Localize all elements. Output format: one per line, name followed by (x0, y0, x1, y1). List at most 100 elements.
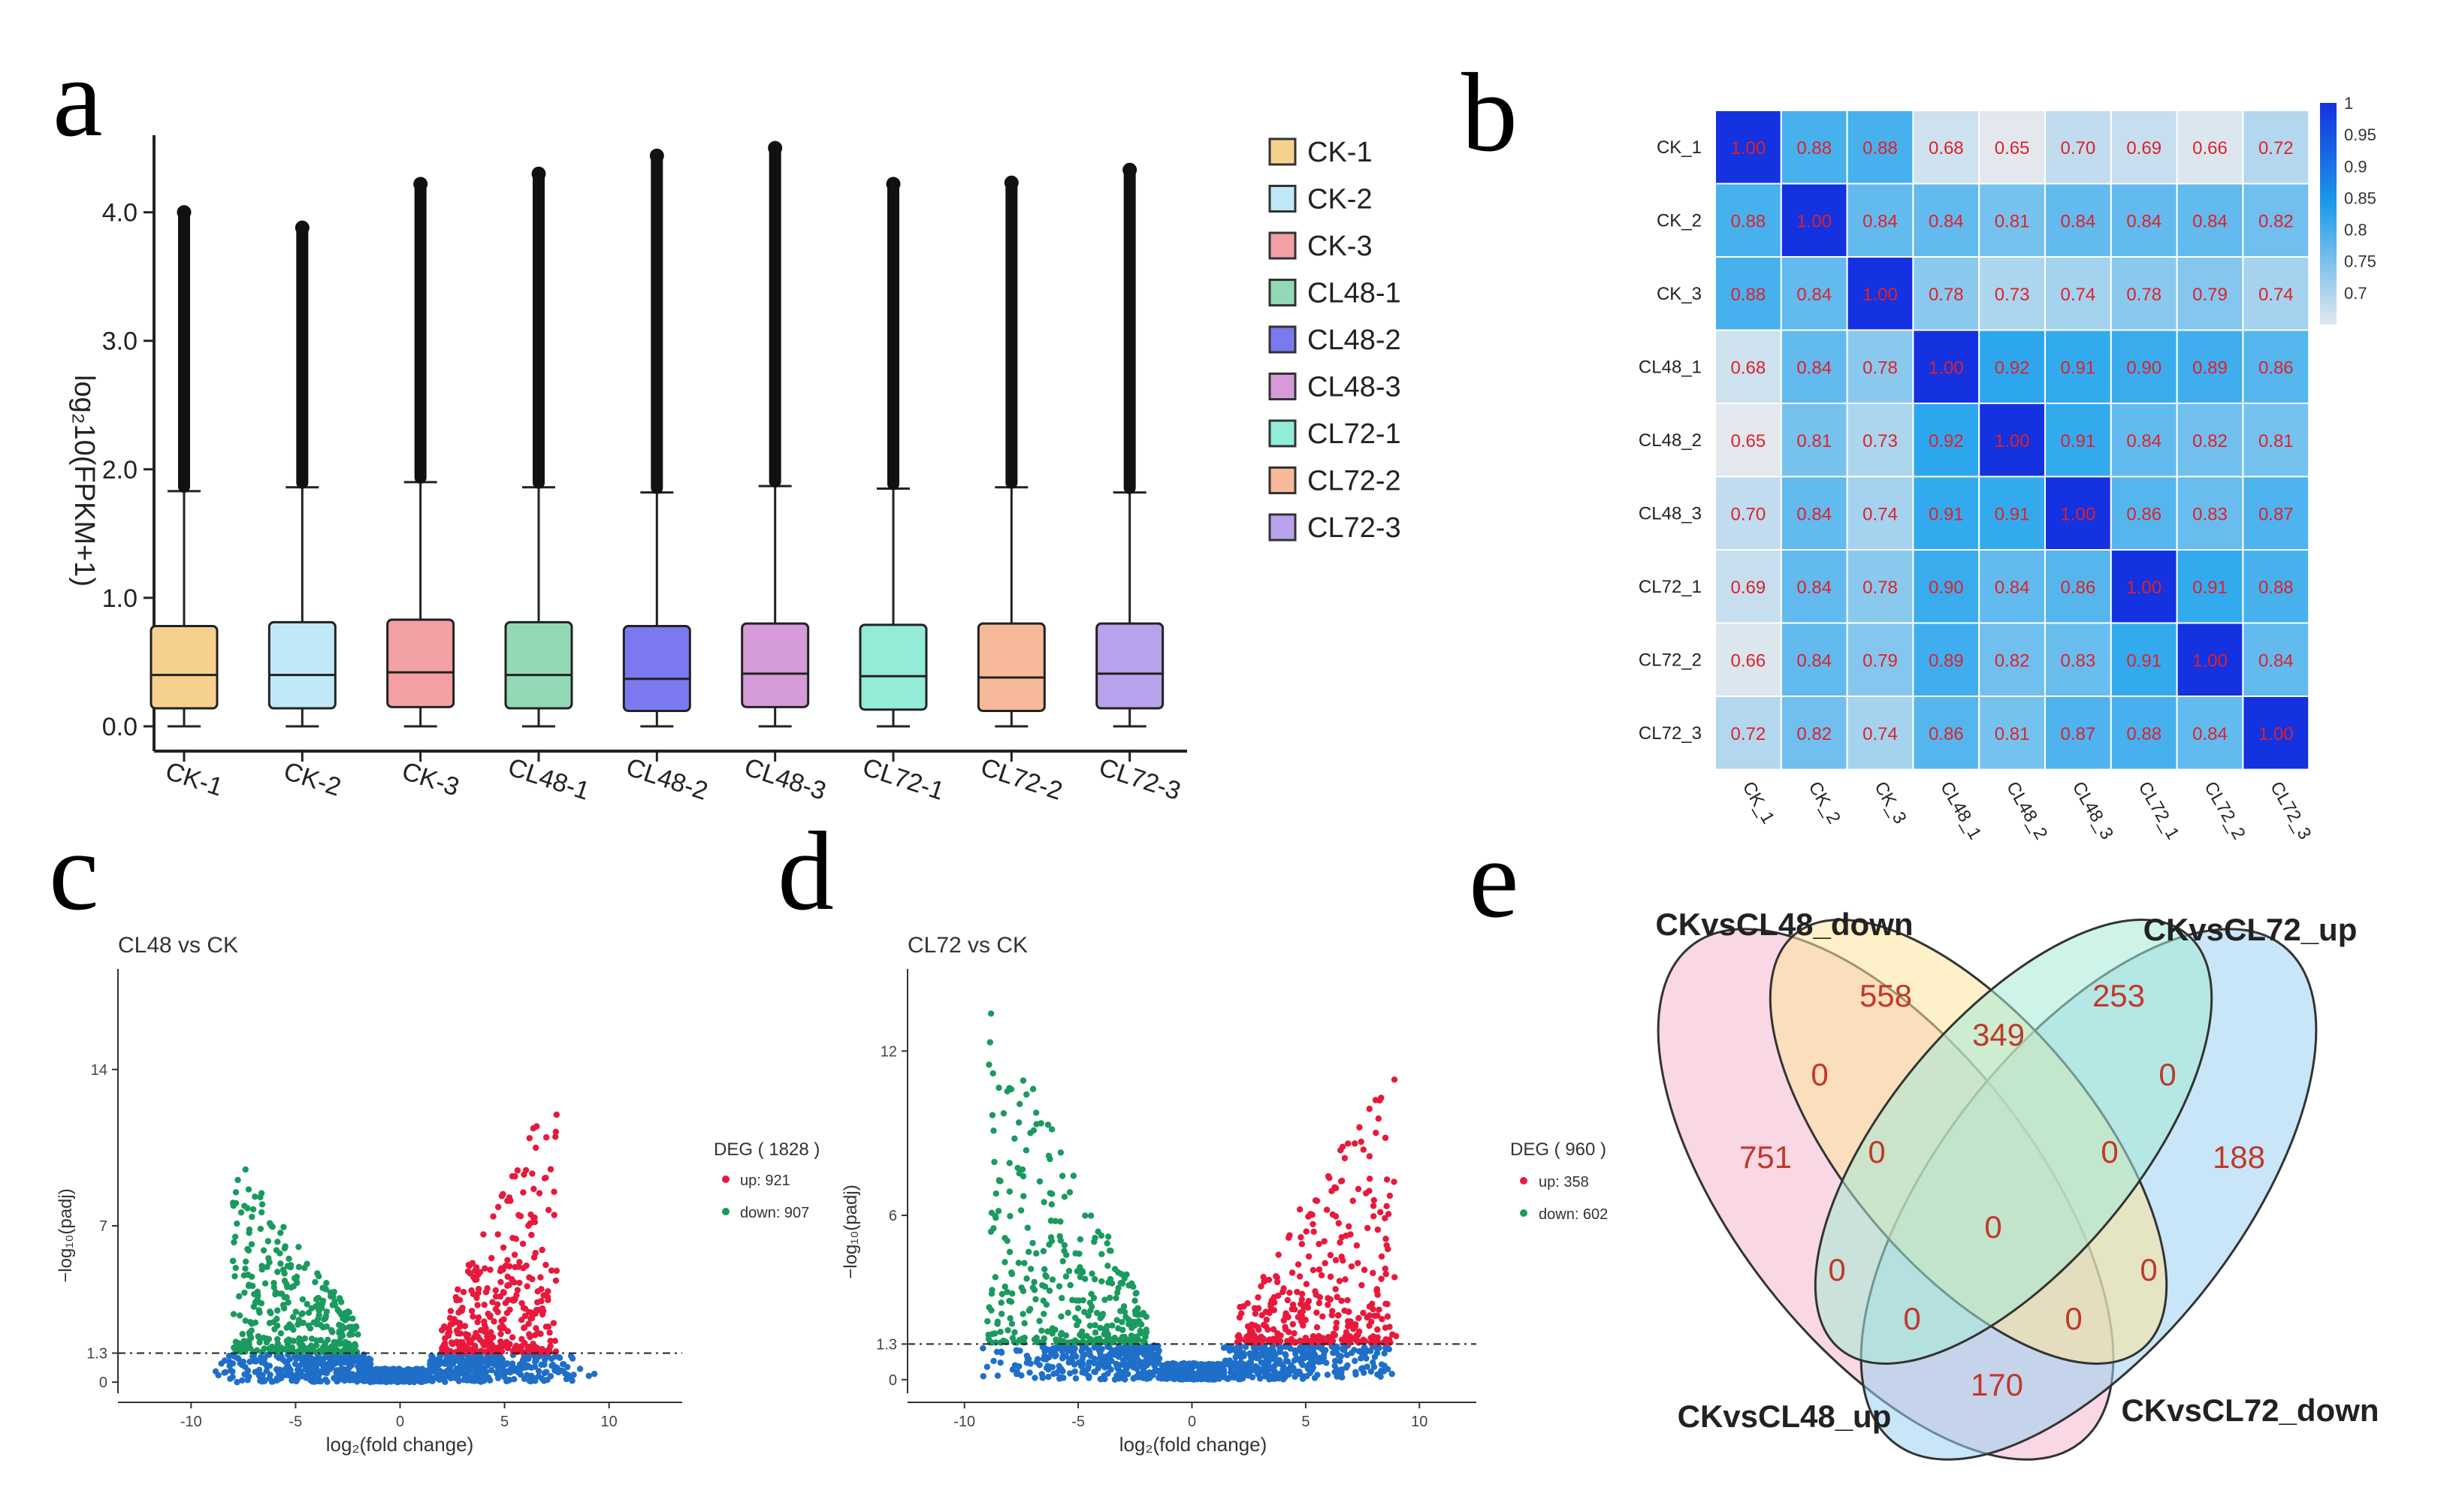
volcano-ns-point (429, 1354, 436, 1360)
volcano-ns-point (1358, 1366, 1365, 1372)
volcano-up-point (1339, 1143, 1346, 1150)
volcano-down-point (295, 1263, 303, 1271)
volcano-down-point (242, 1166, 249, 1173)
volcano-up-point (539, 1246, 545, 1254)
volcano-down-point (277, 1230, 284, 1236)
volcano-down-point (1061, 1194, 1068, 1200)
volcano-down-point (244, 1205, 251, 1212)
volcano-ns-point (1314, 1372, 1321, 1378)
volcano-ns-point (1137, 1374, 1144, 1381)
volcano-up-point (492, 1287, 499, 1294)
volcano-up-point (1328, 1311, 1336, 1319)
volcano-down-point (230, 1311, 237, 1317)
volcano-up-point (1304, 1304, 1312, 1311)
volcano-ns-point (1059, 1368, 1066, 1375)
volcano-up-point (455, 1348, 462, 1355)
volcano-up-point (440, 1347, 447, 1354)
volcano-ns-point (1292, 1368, 1299, 1375)
volcano-down-point (1092, 1329, 1099, 1336)
volcano-down-point (1075, 1318, 1082, 1325)
volcano-ns-point (1086, 1373, 1092, 1380)
volcano-up-point (1321, 1238, 1328, 1245)
volcano-down-point (1047, 1190, 1053, 1197)
volcano-down-point (1006, 1297, 1013, 1305)
volcano-up-point (480, 1341, 488, 1349)
volcano-down-point (1131, 1297, 1138, 1304)
volcano-ns-point (1165, 1364, 1172, 1372)
volcano-down-point (1106, 1294, 1113, 1302)
volcano-down-point (1098, 1339, 1104, 1346)
colorbar-tick-label: 0.7 (2344, 284, 2367, 303)
volcano-ns-point (1236, 1365, 1243, 1372)
volcano-ns-point (1097, 1357, 1104, 1365)
volcano-up-point (1332, 1286, 1339, 1293)
volcano-up-point (1355, 1185, 1362, 1193)
volcano-up-point (536, 1190, 543, 1197)
volcano-ns-point (234, 1378, 240, 1386)
y-axis-label: log₂10(FPKM+1) (68, 375, 100, 587)
volcano-ns-point (1187, 1372, 1194, 1378)
volcano-down-point (314, 1295, 321, 1302)
box-ck-3 (386, 177, 455, 728)
volcano-ns-point (238, 1360, 245, 1367)
volcano-up-point (1260, 1321, 1267, 1329)
legend-swatch (1268, 373, 1297, 400)
volcano-up-point (1282, 1313, 1289, 1320)
volcano-ns-point (1114, 1363, 1121, 1371)
volcano-ns-point (1277, 1360, 1285, 1368)
volcano-ns-point (1282, 1351, 1288, 1358)
volcano-down-point (1026, 1307, 1033, 1314)
volcano-down-point (1046, 1241, 1053, 1248)
volcano-down-point (1067, 1281, 1074, 1289)
heatmap-cell-value: 0.86 (2061, 578, 2096, 598)
volcano-up-point (1316, 1293, 1323, 1301)
volcano-up-point (1358, 1138, 1364, 1145)
heatmap-cell-value: 0.84 (1796, 578, 1832, 598)
volcano-up-point (472, 1345, 479, 1351)
volcano-ns-point (320, 1364, 328, 1371)
box-outlier-max (295, 220, 310, 235)
volcano-down-point (266, 1345, 273, 1352)
volcano-up-point (1375, 1115, 1382, 1122)
volcano-down-point (1053, 1336, 1059, 1343)
venn-set-cl72-up (1814, 919, 2213, 1365)
volcano-down-point (1001, 1259, 1008, 1266)
volcano-down-point (1059, 1338, 1067, 1345)
volcano-ns-point (1013, 1371, 1020, 1378)
volcano-down-point (990, 1225, 997, 1232)
volcano-y-tick-label: 7 (99, 1218, 107, 1235)
volcano-up-point (1291, 1329, 1298, 1337)
volcano-down-point (242, 1317, 249, 1324)
volcano-up-point (1234, 1333, 1241, 1340)
volcano-y-tick-label: 1.3 (86, 1345, 107, 1362)
volcano-down-point (1095, 1228, 1101, 1235)
volcano-up-point (1360, 1146, 1367, 1153)
legend-label: CL72-3 (1307, 512, 1401, 544)
volcano-ns-point (387, 1378, 394, 1385)
volcano-points: 0 1.3 6 12 -10 -5 0 5 10 (876, 969, 1476, 1430)
volcano-down-point (255, 1333, 262, 1341)
heatmap-cell (1780, 696, 1848, 771)
volcano-up-point (494, 1231, 501, 1238)
volcano-ns-point (1042, 1356, 1050, 1363)
volcano-ns-point (1174, 1374, 1181, 1381)
volcano-down-point (346, 1323, 353, 1330)
volcano-ns-point (1338, 1366, 1346, 1373)
volcano-down-point (1027, 1130, 1034, 1136)
volcano-up-point (1361, 1266, 1368, 1273)
volcano-ns-point (1043, 1365, 1050, 1372)
volcano-ns-point (1234, 1350, 1240, 1357)
volcano-up-point (472, 1267, 479, 1274)
volcano-up-point (551, 1337, 559, 1345)
volcano-up-point (532, 1144, 539, 1151)
heatmap-cell (2242, 622, 2310, 697)
volcano-up-point (1378, 1094, 1385, 1101)
venn-region-count: 253 (2092, 978, 2145, 1013)
volcano-down-point (1070, 1172, 1077, 1179)
legend-label: CL48-3 (1307, 372, 1401, 403)
volcano-up-point (1298, 1300, 1305, 1307)
heatmap-cell (1846, 475, 1914, 551)
volcano-up-point (1270, 1293, 1278, 1301)
volcano-up-point (468, 1308, 476, 1314)
volcano-down-point (1016, 1169, 1023, 1177)
